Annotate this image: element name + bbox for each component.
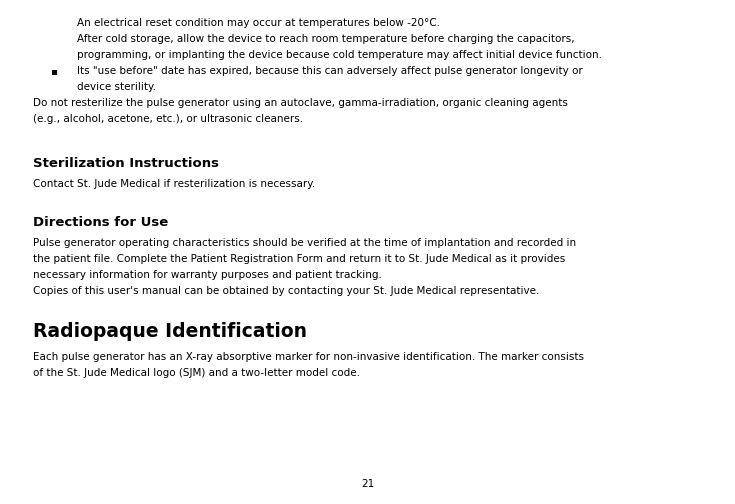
Text: (e.g., alcohol, acetone, etc.), or ultrasonic cleaners.: (e.g., alcohol, acetone, etc.), or ultra… — [33, 113, 304, 123]
Text: 21: 21 — [361, 479, 374, 489]
Text: Radiopaque Identification: Radiopaque Identification — [33, 322, 307, 341]
Text: Pulse generator operating characteristics should be verified at the time of impl: Pulse generator operating characteristic… — [33, 237, 576, 247]
Text: programming, or implanting the device because cold temperature may affect initia: programming, or implanting the device be… — [77, 49, 602, 59]
Text: After cold storage, allow the device to reach room temperature before charging t: After cold storage, allow the device to … — [77, 34, 575, 44]
Text: Contact St. Jude Medical if resterilization is necessary.: Contact St. Jude Medical if resterilizat… — [33, 179, 315, 190]
Text: Directions for Use: Directions for Use — [33, 216, 168, 228]
Text: the patient file. Complete the Patient Registration Form and return it to St. Ju: the patient file. Complete the Patient R… — [33, 254, 565, 264]
Text: of the St. Jude Medical logo (SJM) and a two-letter model code.: of the St. Jude Medical logo (SJM) and a… — [33, 368, 360, 377]
Text: Copies of this user's manual can be obtained by contacting your St. Jude Medical: Copies of this user's manual can be obta… — [33, 286, 539, 295]
Text: Its "use before" date has expired, because this can adversely affect pulse gener: Its "use before" date has expired, becau… — [77, 66, 583, 76]
Text: An electrical reset condition may occur at temperatures below -20°C.: An electrical reset condition may occur … — [77, 18, 440, 28]
Text: Each pulse generator has an X-ray absorptive marker for non-invasive identificat: Each pulse generator has an X-ray absorp… — [33, 352, 584, 362]
Text: ▪: ▪ — [50, 66, 57, 76]
Text: Do not resterilize the pulse generator using an autoclave, gamma-irradiation, or: Do not resterilize the pulse generator u… — [33, 98, 568, 108]
Text: necessary information for warranty purposes and patient tracking.: necessary information for warranty purpo… — [33, 270, 382, 280]
Text: Sterilization Instructions: Sterilization Instructions — [33, 157, 219, 170]
Text: device sterility.: device sterility. — [77, 82, 156, 92]
